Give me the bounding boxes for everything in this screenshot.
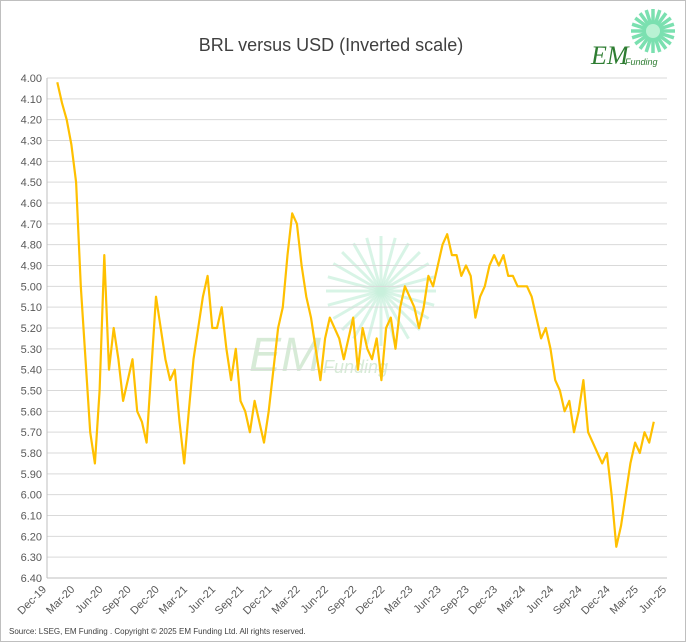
x-tick-label: Sep-21 xyxy=(213,584,247,618)
y-tick-label: 5.80 xyxy=(21,448,42,460)
x-tick-label: Mar-25 xyxy=(608,584,641,617)
series-line xyxy=(56,81,655,548)
x-tick-label: Sep-20 xyxy=(100,584,134,618)
watermark-petal xyxy=(379,242,410,292)
watermark-petal xyxy=(380,289,430,320)
y-tick-label: 5.60 xyxy=(21,406,42,418)
x-tick-label: Jun-25 xyxy=(637,584,669,616)
watermark-petal xyxy=(379,290,410,340)
x-tick-label: Sep-22 xyxy=(326,584,360,618)
x-tick-label: Sep-24 xyxy=(551,584,585,618)
y-tick-label: 4.20 xyxy=(21,115,42,127)
y-tick-label: 5.50 xyxy=(21,386,42,398)
em-funding-logo: EM Funding xyxy=(591,7,681,71)
y-tick-label: 6.10 xyxy=(21,511,42,523)
y-tick-label: 5.00 xyxy=(21,281,42,293)
x-tick-label: Dec-24 xyxy=(579,584,613,618)
y-tick-label: 5.70 xyxy=(21,427,42,439)
source-note: Source: LSEG, EM Funding . Copyright © 2… xyxy=(9,627,306,636)
y-tick-label: 4.90 xyxy=(21,261,42,273)
x-tick-label: Jun-21 xyxy=(186,584,218,616)
grid-lines xyxy=(47,77,667,579)
watermark-petal xyxy=(365,237,383,292)
x-tick-label: Mar-20 xyxy=(44,584,77,617)
watermark-petal xyxy=(352,290,383,340)
y-tick-label: 4.70 xyxy=(21,219,42,231)
y-tick-label: 4.50 xyxy=(21,177,42,189)
watermark-funding-text: Funding xyxy=(323,357,388,377)
watermark: EM Funding xyxy=(249,236,436,382)
logo-flower-icon xyxy=(631,9,675,53)
x-tick-label: Mar-22 xyxy=(270,584,303,617)
watermark-petal xyxy=(332,289,382,320)
series-group xyxy=(56,81,655,548)
chart-svg: EM Funding 4.004.104.204.304.404.504.604.… xyxy=(16,73,670,618)
x-tick-label: Dec-22 xyxy=(354,584,388,618)
logo-funding-text: Funding xyxy=(625,57,658,67)
y-tick-label: 5.90 xyxy=(21,469,42,481)
watermark-petal xyxy=(380,275,435,293)
y-tick-label: 6.30 xyxy=(21,552,42,564)
y-tick-label: 4.10 xyxy=(21,94,42,106)
x-tick-label: Dec-21 xyxy=(241,584,275,618)
x-tick-label: Mar-21 xyxy=(157,584,190,617)
watermark-petal xyxy=(352,242,383,292)
watermark-petal xyxy=(327,275,382,293)
watermark-petal xyxy=(379,237,397,292)
x-tick-label: Dec-20 xyxy=(128,584,162,618)
x-axis: Dec-19Mar-20Jun-20Sep-20Dec-20Mar-21Jun-… xyxy=(16,584,670,618)
logo-center xyxy=(646,24,660,38)
watermark-petal xyxy=(365,290,383,345)
x-tick-label: Sep-23 xyxy=(438,584,472,618)
y-tick-label: 5.30 xyxy=(21,344,42,356)
x-tick-label: Dec-19 xyxy=(16,584,50,618)
x-tick-label: Mar-23 xyxy=(382,584,415,617)
y-tick-label: 5.20 xyxy=(21,323,42,335)
watermark-petal xyxy=(341,289,383,331)
watermark-petal xyxy=(341,251,383,293)
chart-title: BRL versus USD (Inverted scale) xyxy=(198,35,464,55)
y-tick-label: 4.40 xyxy=(21,156,42,168)
logo-em-text: EM xyxy=(591,41,629,70)
x-tick-label: Jun-23 xyxy=(411,584,443,616)
y-tick-label: 6.20 xyxy=(21,531,42,543)
y-tick-label: 4.60 xyxy=(21,198,42,210)
x-tick-label: Jun-24 xyxy=(524,584,556,616)
y-tick-label: 6.00 xyxy=(21,490,42,502)
x-tick-label: Dec-23 xyxy=(466,584,500,618)
y-tick-label: 4.30 xyxy=(21,136,42,148)
watermark-petal xyxy=(379,251,421,293)
y-tick-label: 5.10 xyxy=(21,302,42,314)
y-tick-label: 4.00 xyxy=(21,73,42,85)
y-tick-label: 5.40 xyxy=(21,365,42,377)
y-axis: 4.00 4.10 4.20 4.30 4.40 4.50 4.60 4.70 4.80 4.90… xyxy=(21,73,667,585)
x-tick-label: Jun-22 xyxy=(299,584,331,616)
y-tick-label: 4.80 xyxy=(21,240,42,252)
x-tick-label: Jun-20 xyxy=(73,584,105,616)
watermark-petal xyxy=(327,289,382,307)
watermark-em-text: EM xyxy=(249,329,321,382)
x-tick-label: Mar-24 xyxy=(495,584,528,617)
y-tick-label: 6.40 xyxy=(21,573,42,585)
